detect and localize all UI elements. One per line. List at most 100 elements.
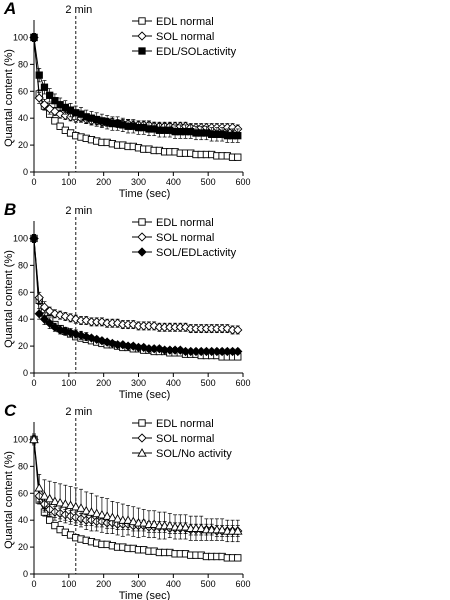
y-tick-label: 60 — [18, 86, 28, 96]
data-point — [112, 513, 123, 523]
legend-entry-1: EDL normal — [132, 217, 214, 229]
data-point — [39, 314, 50, 324]
y-tick-label: 0 — [23, 368, 28, 378]
legend-marker — [138, 218, 146, 226]
legend-entry-1: EDL normal — [132, 16, 214, 28]
series-2 — [29, 233, 243, 335]
series-3 — [29, 433, 243, 543]
y-tick-label: 100 — [13, 434, 28, 444]
legend-entry-2: SOL normal — [132, 31, 214, 43]
data-point — [34, 309, 44, 319]
data-point — [233, 346, 243, 357]
data-point — [34, 93, 44, 103]
legend-marker — [137, 433, 147, 443]
x-tick-label: 100 — [61, 579, 76, 589]
data-point — [46, 91, 54, 99]
data-point — [91, 508, 102, 518]
x-tick-label: 500 — [201, 579, 216, 589]
y-tick-label: 20 — [18, 542, 28, 552]
data-point — [86, 507, 97, 516]
data-point — [34, 482, 44, 492]
data-point — [128, 516, 139, 526]
data-point — [180, 521, 191, 531]
panel-letter: B — [4, 200, 16, 219]
x-tick-label: 400 — [166, 177, 181, 187]
y-tick-label: 80 — [18, 260, 28, 270]
data-point — [234, 554, 242, 562]
x-tick-label: 0 — [31, 579, 36, 589]
legend-marker — [138, 419, 146, 427]
series-3 — [30, 33, 242, 143]
x-tick-label: 300 — [131, 378, 146, 388]
x-tick-label: 100 — [61, 378, 76, 388]
x-axis-label: Time (sec) — [119, 188, 171, 200]
data-point — [44, 493, 55, 503]
x-tick-label: 200 — [96, 579, 111, 589]
legend-label: SOL normal — [156, 232, 214, 244]
y-tick-label: 20 — [18, 341, 28, 351]
y-tick-label: 20 — [18, 140, 28, 150]
data-point — [138, 517, 149, 527]
data-point — [50, 496, 60, 505]
data-point — [34, 293, 44, 303]
y-tick-label: 40 — [18, 515, 28, 525]
legend-marker — [137, 247, 147, 257]
x-tick-label: 0 — [31, 378, 36, 388]
panel-c: C 0 100 200 300 400 500 600 0 20 40 60 80 100 Time (se… — [3, 401, 251, 600]
legend-label: SOL normal — [156, 31, 214, 43]
y-axis-label: Quantal content (%) — [3, 250, 15, 348]
data-point — [29, 434, 39, 444]
y-tick-label: 80 — [18, 59, 28, 69]
y-tick-label: 60 — [18, 488, 28, 498]
two-min-label: 2 min — [65, 406, 92, 418]
two-min-label: 2 min — [65, 4, 92, 16]
data-point — [51, 97, 59, 105]
data-point — [149, 519, 159, 528]
y-tick-label: 40 — [18, 113, 28, 123]
data-point — [196, 523, 206, 532]
x-tick-label: 100 — [61, 177, 76, 187]
x-tick-label: 400 — [166, 579, 181, 589]
data-point — [165, 520, 175, 530]
data-point — [102, 511, 112, 520]
x-tick-label: 600 — [235, 378, 250, 388]
x-tick-label: 400 — [166, 378, 181, 388]
legend-entry-2: SOL normal — [132, 232, 214, 244]
data-point — [39, 100, 50, 110]
series-3 — [29, 233, 243, 357]
data-point — [107, 512, 118, 522]
legend-marker — [137, 448, 147, 457]
x-tick-label: 600 — [235, 579, 250, 589]
data-point — [76, 503, 86, 512]
legend-entry-2: SOL normal — [132, 433, 214, 445]
data-point — [46, 516, 54, 524]
x-axis-label: Time (sec) — [119, 389, 171, 401]
data-point — [55, 497, 65, 507]
y-tick-label: 80 — [18, 461, 28, 471]
y-tick-label: 100 — [13, 233, 28, 243]
data-point — [233, 325, 243, 335]
data-point — [81, 505, 92, 515]
x-tick-label: 300 — [131, 579, 146, 589]
y-axis-label: Quantal content (%) — [3, 451, 15, 549]
y-axis-label: Quantal content (%) — [3, 49, 15, 147]
x-tick-label: 200 — [96, 177, 111, 187]
data-point — [123, 515, 133, 524]
x-tick-label: 500 — [201, 378, 216, 388]
data-point — [97, 509, 107, 519]
data-point — [217, 524, 227, 534]
legend-label: EDL/SOLactivity — [156, 46, 237, 58]
legend-label: SOL/EDLactivity — [156, 247, 237, 259]
two-min-label: 2 min — [65, 205, 92, 217]
x-tick-label: 300 — [131, 177, 146, 187]
legend-marker — [138, 17, 146, 25]
legend-marker — [138, 47, 146, 55]
y-tick-label: 100 — [13, 32, 28, 42]
data-point — [40, 83, 49, 91]
data-point — [51, 117, 59, 125]
x-tick-label: 200 — [96, 378, 111, 388]
data-point — [71, 501, 81, 511]
legend-label: EDL normal — [156, 418, 214, 430]
legend-label: EDL normal — [156, 16, 214, 28]
